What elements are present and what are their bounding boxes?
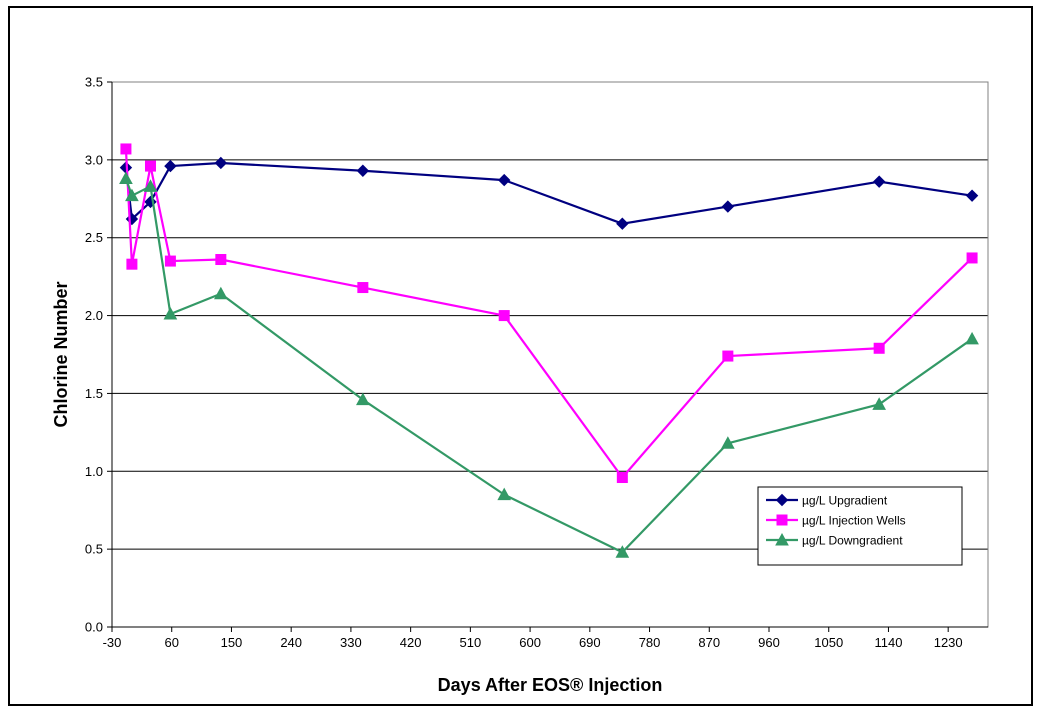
series-3 bbox=[119, 171, 979, 558]
x-tick-label: 510 bbox=[460, 635, 482, 650]
data-point-diamond bbox=[721, 200, 735, 213]
x-tick-label: -30 bbox=[103, 635, 122, 650]
x-tick-label: 330 bbox=[340, 635, 362, 650]
y-tick-label: 0.0 bbox=[85, 620, 103, 635]
x-tick-label: 870 bbox=[698, 635, 720, 650]
data-point-diamond bbox=[164, 159, 177, 173]
series-line bbox=[124, 161, 973, 225]
data-point-square bbox=[498, 310, 510, 322]
x-tick-label: 420 bbox=[400, 635, 422, 650]
x-tick-label: 1230 bbox=[934, 635, 963, 650]
data-point-triangle bbox=[497, 487, 512, 501]
x-tick-label: 960 bbox=[758, 635, 780, 650]
series-1 bbox=[119, 156, 979, 230]
x-tick-label: 600 bbox=[519, 635, 541, 650]
data-point-square bbox=[873, 342, 885, 354]
data-point-triangle bbox=[356, 392, 370, 406]
data-point-triangle bbox=[615, 545, 630, 558]
y-tick-label: 2.0 bbox=[85, 308, 103, 323]
data-point-square bbox=[144, 160, 156, 172]
data-point-diamond bbox=[356, 164, 370, 177]
legend-marker bbox=[776, 514, 788, 526]
data-point-square bbox=[357, 282, 369, 294]
y-tick-label: 3.5 bbox=[85, 75, 103, 90]
data-point-triangle bbox=[163, 306, 178, 320]
series-line bbox=[124, 148, 973, 479]
y-tick-label: 0.5 bbox=[85, 542, 103, 557]
gridlines bbox=[112, 81, 988, 550]
legend-item: µg/L Downgradient bbox=[766, 532, 903, 548]
y-tick-label: 1.5 bbox=[85, 386, 103, 401]
x-axis-title: Days After EOS® Injection bbox=[438, 675, 663, 695]
data-point-diamond bbox=[214, 156, 228, 170]
data-point-triangle bbox=[119, 171, 133, 185]
data-point-square bbox=[126, 258, 138, 270]
chart-frame bbox=[8, 6, 1033, 706]
x-tick-label: 780 bbox=[639, 635, 661, 650]
data-point-diamond bbox=[616, 217, 629, 230]
data-point-square bbox=[616, 472, 628, 484]
series-group bbox=[119, 143, 979, 558]
x-tick-label: 60 bbox=[164, 635, 178, 650]
data-point-square bbox=[215, 254, 227, 266]
series-2 bbox=[120, 143, 978, 484]
y-axis-title: Chlorine Number bbox=[51, 281, 71, 427]
legend-item: µg/L Upgradient bbox=[766, 494, 888, 508]
y-tick-label: 2.5 bbox=[85, 230, 103, 245]
data-point-diamond bbox=[872, 175, 886, 188]
y-tick-label: 3.0 bbox=[85, 152, 103, 167]
legend: µg/L Upgradient µg/L Injection Wells µg/L … bbox=[757, 486, 963, 566]
legend-label: µg/L Upgradient bbox=[802, 494, 888, 508]
data-point-diamond bbox=[965, 189, 979, 202]
data-point-square bbox=[966, 252, 978, 264]
data-point-triangle bbox=[125, 188, 139, 202]
legend-marker bbox=[775, 493, 789, 507]
data-point-triangle bbox=[721, 436, 735, 449]
data-point-square bbox=[164, 255, 176, 267]
x-tick-label: 690 bbox=[579, 635, 601, 650]
legend-marker bbox=[775, 532, 789, 546]
data-point-diamond bbox=[498, 173, 511, 187]
x-tick-label: 1050 bbox=[814, 635, 843, 650]
legend-label: µg/L Injection Wells bbox=[802, 514, 906, 528]
axes: 0.0 0.5 1.0 1.5 2.0 2.5 3.0 3.5 -30 60 150 240 330 42… bbox=[85, 75, 988, 650]
y-tick-label: 1.0 bbox=[85, 464, 103, 479]
x-tick-label: 150 bbox=[221, 635, 243, 650]
legend-label: µg/L Downgradient bbox=[802, 534, 903, 548]
data-point-triangle bbox=[143, 179, 158, 192]
data-point-triangle bbox=[965, 331, 979, 345]
data-point-square bbox=[120, 143, 132, 155]
data-point-triangle bbox=[213, 286, 228, 300]
x-tick-label: 1140 bbox=[874, 635, 902, 650]
data-point-triangle bbox=[872, 397, 887, 410]
data-point-square bbox=[722, 350, 734, 362]
legend-item: µg/L Injection Wells bbox=[766, 514, 906, 528]
x-tick-label: 240 bbox=[280, 635, 302, 650]
